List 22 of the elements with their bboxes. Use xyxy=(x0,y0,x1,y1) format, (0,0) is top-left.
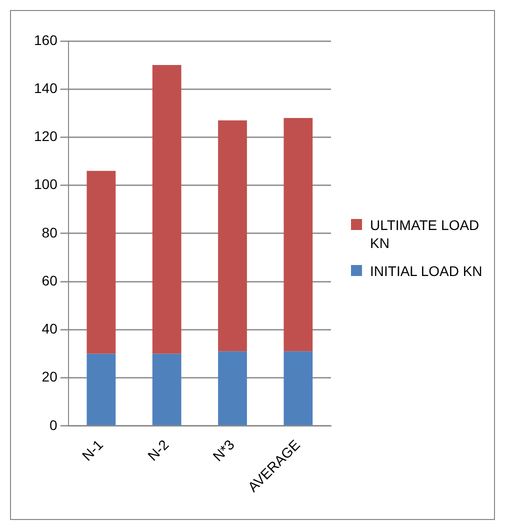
y-tick-label: 80 xyxy=(42,224,58,240)
bar xyxy=(218,351,247,426)
bar xyxy=(152,354,182,426)
legend-label: ULTIMATE LOAD KN xyxy=(370,216,480,252)
y-tick-label: 160 xyxy=(34,32,58,48)
y-tick-label: 20 xyxy=(42,368,58,385)
bar xyxy=(152,65,182,354)
bar xyxy=(218,120,247,352)
bar xyxy=(284,351,313,426)
y-tick-label: 100 xyxy=(34,176,58,192)
y-tick-label: 0 xyxy=(50,416,58,433)
x-tick-label: N-2 xyxy=(144,436,172,464)
y-tick-label: 140 xyxy=(34,80,58,96)
legend-label: INITIAL LOAD KN xyxy=(370,262,482,280)
bar xyxy=(86,170,116,354)
x-tick-label: N*3 xyxy=(210,436,238,464)
bar xyxy=(86,354,116,426)
bar xyxy=(284,118,313,352)
y-tick-label: 40 xyxy=(42,320,58,337)
y-tick-label: 60 xyxy=(42,272,58,288)
y-tick-label: 120 xyxy=(34,128,58,144)
x-tick-label: N-1 xyxy=(78,436,106,464)
